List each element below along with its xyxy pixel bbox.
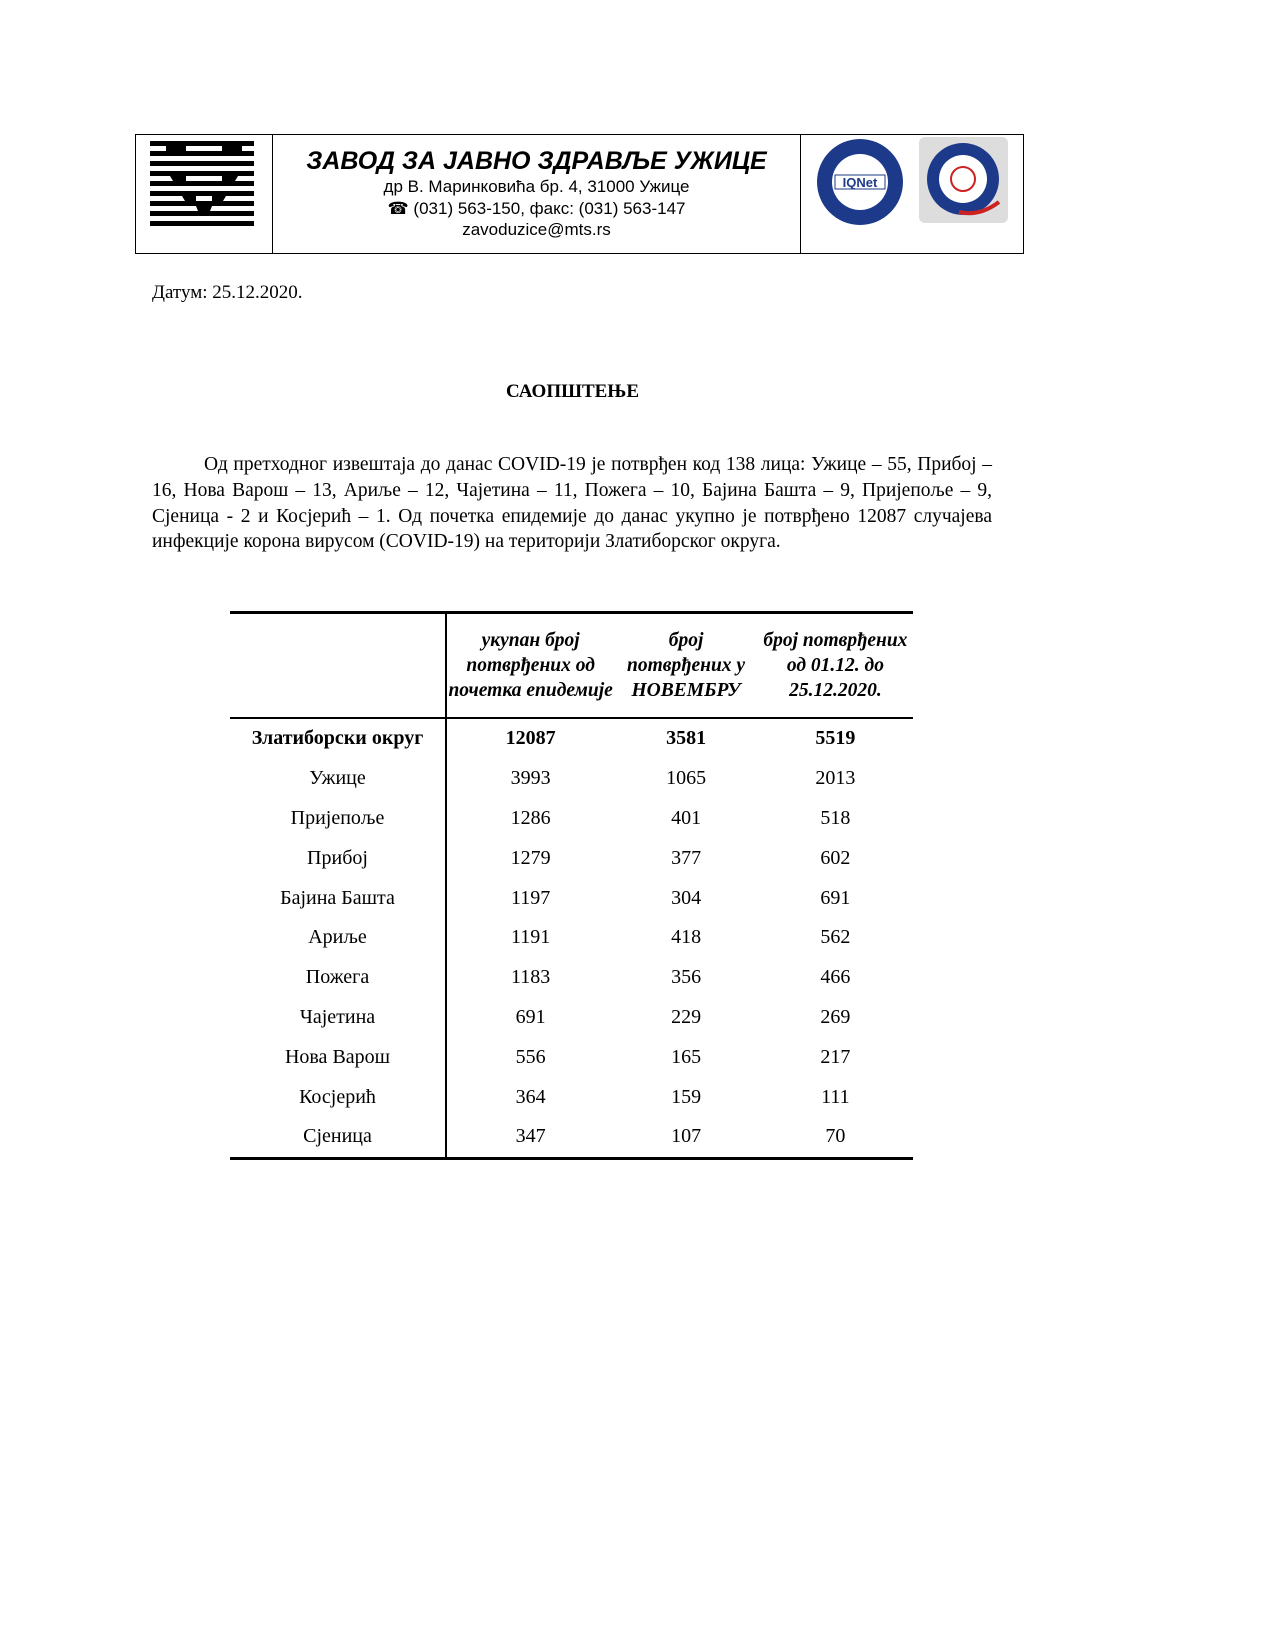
municipality-cell: Прибој xyxy=(230,838,447,879)
document-title: САОПШТЕЊЕ xyxy=(505,381,640,402)
column-header: број потврђених у НОВЕМБРУ xyxy=(614,611,758,719)
count-cell: 111 xyxy=(821,1085,850,1108)
municipality-cell: Нова Варош xyxy=(230,1037,447,1078)
table-row: Чајетина 691 229 269 xyxy=(230,997,913,1038)
count-cell: 466 xyxy=(820,966,851,989)
document-date: Датум: 25.12.2020. xyxy=(152,282,303,303)
column-header: укупан број потврђених од почетка епидем… xyxy=(446,611,615,719)
count-cell: 1197 xyxy=(511,886,551,909)
municipality-cell: Чајетина xyxy=(230,997,447,1038)
address: др В. Маринковића бр. 4, 31000 Ужице xyxy=(383,177,690,196)
column-header xyxy=(230,611,447,719)
municipality-cell: Косјерић xyxy=(230,1077,447,1117)
table-row: Косјерић 364 159 111 xyxy=(230,1077,913,1117)
table-row: Ужице 3993 1065 2013 xyxy=(230,758,913,799)
count-cell: 165 xyxy=(671,1045,702,1068)
count-cell: 217 xyxy=(820,1045,851,1068)
count-cell: 401 xyxy=(671,806,702,829)
count-cell: 1279 xyxy=(510,846,551,869)
count-cell: 518 xyxy=(820,806,851,829)
institute-logo xyxy=(136,135,273,253)
count-cell: 347 xyxy=(446,1116,615,1160)
announcement-paragraph: Од претходног извештаја до данас COVID-1… xyxy=(152,454,992,553)
count-cell: 1183 xyxy=(511,966,551,989)
count-cell: 1286 xyxy=(510,806,551,829)
count-cell: 2013 xyxy=(815,767,856,790)
count-cell: 691 xyxy=(820,886,851,909)
count-cell: 159 xyxy=(671,1085,702,1108)
count-cell: 304 xyxy=(671,886,702,909)
count-cell: 691 xyxy=(515,1005,546,1028)
count-cell: 602 xyxy=(820,846,851,869)
count-cell: 556 xyxy=(515,1045,546,1068)
count-cell: 562 xyxy=(820,926,851,949)
table-row: Ариље 1191 418 562 xyxy=(230,917,913,958)
count-cell: 107 xyxy=(614,1116,758,1160)
table-row: Пријепоље 1286 401 518 xyxy=(230,798,913,839)
count-cell: 3581 xyxy=(666,727,707,750)
email: zavoduzice@mts.rs xyxy=(462,220,611,239)
count-cell: 70 xyxy=(757,1116,913,1160)
count-cell: 1191 xyxy=(511,926,551,949)
table-row: Нова Варош 556 165 217 xyxy=(230,1037,913,1078)
count-cell: 1065 xyxy=(666,767,707,790)
telephone-icon: ☎ xyxy=(387,198,409,218)
count-cell: 269 xyxy=(820,1005,851,1028)
count-cell: 377 xyxy=(671,846,702,869)
table-row: Златиборски округ 12087 3581 5519 xyxy=(230,718,913,759)
municipality-cell: Ужице xyxy=(230,758,447,799)
column-header: број потврђених од 01.12. до 25.12.2020. xyxy=(757,611,913,719)
count-cell: 418 xyxy=(671,926,702,949)
table-row: Сјеница 347 107 70 xyxy=(230,1116,913,1160)
organization-name: ЗАВОД ЗА ЈАВНО ЗДРАВЉЕ УЖИЦЕ xyxy=(306,147,767,175)
count-cell: 356 xyxy=(671,966,702,989)
count-cell: 5519 xyxy=(815,727,856,750)
municipality-cell: Златиборски округ xyxy=(230,718,447,759)
table-row: Пожега 1183 356 466 xyxy=(230,957,913,998)
table-row: Прибој 1279 377 602 xyxy=(230,838,913,879)
iso-9001-qs-certification-logo xyxy=(919,137,1008,223)
municipality-cell: Ариље xyxy=(230,917,447,958)
table-row: Бајина Башта 1197 304 691 xyxy=(230,878,913,918)
svg-text:IQNet: IQNet xyxy=(843,175,878,190)
count-cell: 3993 xyxy=(510,767,551,790)
municipality-cell: Бајина Башта xyxy=(230,878,447,918)
cases-table: укупан број потврђених од почетка епидем… xyxy=(230,611,913,1160)
municipality-cell: Сјеница xyxy=(230,1116,447,1160)
municipality-cell: Пријепоље xyxy=(230,798,447,839)
phone-fax: (031) 563-150, факс: (031) 563-147 xyxy=(413,198,686,218)
count-cell: 229 xyxy=(671,1005,702,1028)
iqnet-certified-management-system-logo: IQNet xyxy=(817,139,903,225)
municipality-cell: Пожега xyxy=(230,957,447,998)
count-cell: 12087 xyxy=(505,727,556,750)
count-cell: 364 xyxy=(515,1085,546,1108)
letterhead: ЗАВОД ЗА ЈАВНО ЗДРАВЉЕ УЖИЦЕ др В. Марин… xyxy=(135,134,1024,254)
